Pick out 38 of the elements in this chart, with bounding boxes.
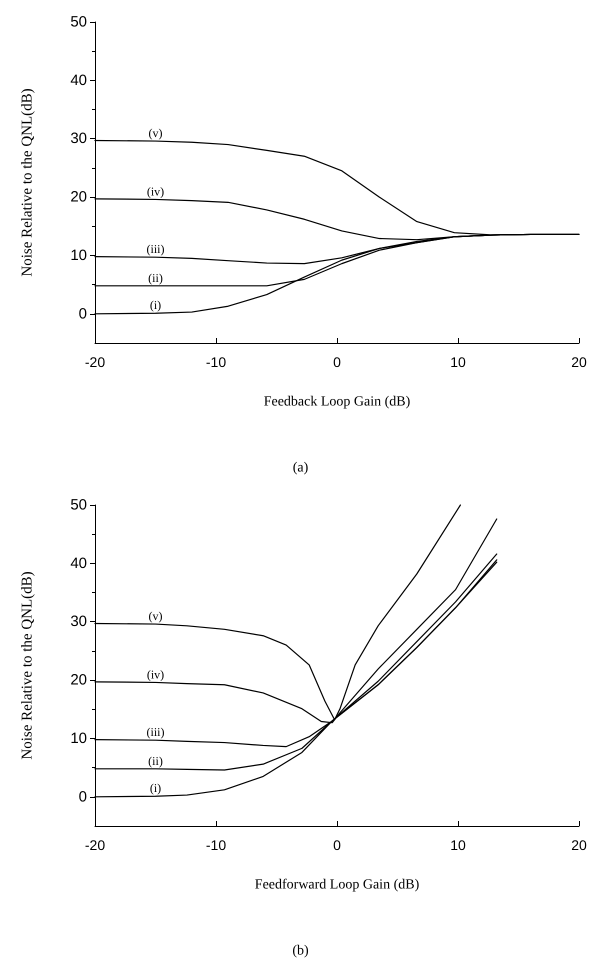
series-label: (ii) — [148, 270, 163, 285]
x-tick-label: 20 — [571, 354, 587, 370]
x-axis-title: Feedforward Loop Gain (dB) — [254, 878, 420, 892]
y-tick-label: 50 — [70, 14, 87, 30]
series-label: (iii) — [146, 725, 164, 740]
y-axis-title: Noise Relative to the QNL(dB) — [20, 88, 36, 277]
y-tick-label: 20 — [70, 188, 87, 206]
series-label: (i) — [150, 298, 162, 312]
x-tick-label: 20 — [571, 837, 587, 853]
series-label: (iv) — [146, 184, 164, 198]
x-tick-label: -20 — [84, 354, 106, 370]
text: (b) — [292, 944, 309, 958]
y-tick-label: 10 — [70, 246, 87, 264]
y-tick-label: 10 — [70, 730, 87, 747]
x-tick-label: 0 — [333, 354, 342, 370]
x-tick-label: 10 — [450, 837, 466, 853]
y-tick-label: 40 — [70, 72, 87, 89]
x-axis-title: Feedback Loop Gain (dB) — [264, 394, 411, 410]
y-tick-label: 0 — [78, 305, 87, 322]
y-tick-label: 30 — [70, 130, 87, 148]
y-tick-label: 30 — [70, 613, 87, 630]
series-label: (v) — [148, 126, 162, 140]
x-tick-label: 10 — [450, 354, 466, 370]
y-tick-label: 20 — [70, 672, 87, 689]
series-label: (iv) — [146, 667, 164, 682]
y-tick-label: 50 — [70, 496, 87, 514]
series-label: (ii) — [148, 754, 163, 768]
x-tick-label: 0 — [333, 837, 342, 853]
series-label: (i) — [150, 781, 162, 796]
x-tick-label: -20 — [84, 837, 106, 853]
y-tick-label: 0 — [78, 788, 87, 806]
text: (a) — [292, 460, 309, 476]
series-label: (v) — [148, 609, 162, 624]
series-label: (iii) — [146, 242, 164, 256]
y-tick-label: 40 — [70, 554, 87, 572]
y-axis-title: Noise Relative to the QNL(dB) — [20, 571, 36, 760]
x-tick-label: -10 — [206, 837, 226, 853]
x-tick-label: -10 — [206, 354, 226, 370]
